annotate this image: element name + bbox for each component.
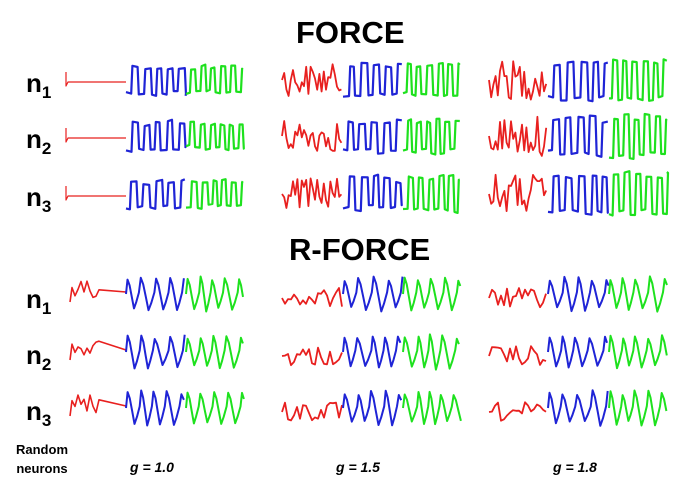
rforce-trace-n2-g3-pre — [488, 345, 547, 366]
rforce-trace-n3-g3-pre — [488, 401, 547, 422]
rforce-trace-n3-g1-test — [185, 391, 245, 425]
neuron-label-rforce-1: n1 — [26, 284, 52, 318]
rforce-trace-n1-g2-train — [342, 275, 404, 313]
neuron-label-force-3: n3 — [26, 182, 52, 216]
force-trace-n3-g3-test — [608, 170, 670, 217]
force-trace-n1-g1-train — [125, 64, 188, 97]
rforce-trace-n2-g2-pre — [281, 346, 343, 367]
force-trace-n2-g1-train — [125, 118, 187, 153]
force-trace-n3-g3-pre — [488, 173, 548, 212]
rforce-trace-n1-g1-test — [185, 275, 244, 313]
force-trace-n3-g1-pre — [65, 186, 126, 201]
neuron-label-force-1: n1 — [26, 68, 52, 102]
rforce-trace-n1-g3-test — [608, 275, 668, 313]
force-trace-n2-g2-train — [342, 118, 402, 155]
force-trace-n1-g2-test — [402, 62, 461, 98]
force-trace-n3-g3-train — [547, 174, 609, 216]
rforce-trace-n1-g1-train — [125, 276, 185, 312]
neuron-label-rforce-2: n2 — [26, 340, 52, 374]
force-trace-n3-g2-test — [402, 174, 461, 214]
force-trace-n1-g1-test — [185, 63, 244, 95]
gain-label-3: g = 1.8 — [553, 459, 597, 475]
rforce-trace-n2-g3-train — [547, 335, 608, 369]
rforce-trace-n1-g3-train — [547, 275, 610, 313]
force-trace-n1-g1-pre — [65, 72, 126, 87]
force-trace-n3-g2-train — [342, 173, 403, 213]
rforce-trace-n3-g3-train — [547, 389, 609, 427]
force-trace-n1-g2-pre — [281, 63, 342, 97]
rforce-trace-n2-g1-test — [185, 334, 244, 370]
rforce-trace-n1-g2-pre — [281, 287, 343, 307]
random-neurons-label-line1: Random — [16, 442, 68, 457]
force-trace-n3-g1-train — [125, 178, 186, 211]
rforce-trace-n2-g1-train — [125, 334, 186, 370]
neuron-label-force-2: n2 — [26, 124, 52, 158]
rforce-trace-n3-g3-test — [608, 389, 668, 427]
random-neurons-label: Random neurons — [6, 441, 78, 479]
force-trace-n2-g1-test — [185, 120, 245, 152]
rforce-trace-n2-g2-train — [342, 335, 402, 369]
force-trace-n1-g2-train — [342, 61, 402, 98]
neuron-label-rforce-3: n3 — [26, 396, 52, 430]
force-trace-n2-g3-pre — [488, 115, 548, 157]
force-trace-n1-g3-test — [609, 58, 668, 102]
force-trace-n2-g3-train — [547, 114, 609, 158]
gain-label-1: g = 1.0 — [130, 459, 174, 475]
force-trace-n3-g2-pre — [281, 177, 343, 209]
rforce-trace-n2-g2-test — [402, 333, 460, 371]
rforce-trace-n3-g1-pre — [69, 394, 127, 417]
force-section-title: FORCE — [296, 15, 405, 50]
rforce-trace-n1-g2-test — [402, 276, 462, 312]
rforce-trace-n2-g1-pre — [69, 340, 127, 361]
force-trace-n3-g1-test — [185, 178, 244, 210]
rforce-trace-n2-g3-test — [608, 334, 668, 370]
gain-label-2: g = 1.5 — [336, 459, 380, 475]
force-trace-n2-g2-pre — [281, 120, 343, 152]
force-trace-n2-g3-test — [608, 112, 668, 160]
rforce-section-title: R-FORCE — [289, 232, 431, 267]
rforce-trace-n1-g1-pre — [69, 280, 127, 303]
force-trace-n1-g3-train — [547, 60, 609, 103]
rforce-trace-n3-g2-test — [402, 390, 462, 426]
random-neurons-label-line2: neurons — [16, 460, 68, 476]
force-trace-n2-g1-pre — [65, 128, 126, 143]
rforce-trace-n3-g2-pre — [281, 401, 343, 422]
force-trace-n1-g3-pre — [488, 60, 548, 101]
force-trace-n2-g2-test — [402, 117, 460, 156]
rforce-trace-n1-g3-pre — [488, 287, 547, 309]
rforce-trace-n3-g2-train — [342, 389, 403, 427]
rforce-trace-n3-g1-train — [125, 389, 185, 427]
